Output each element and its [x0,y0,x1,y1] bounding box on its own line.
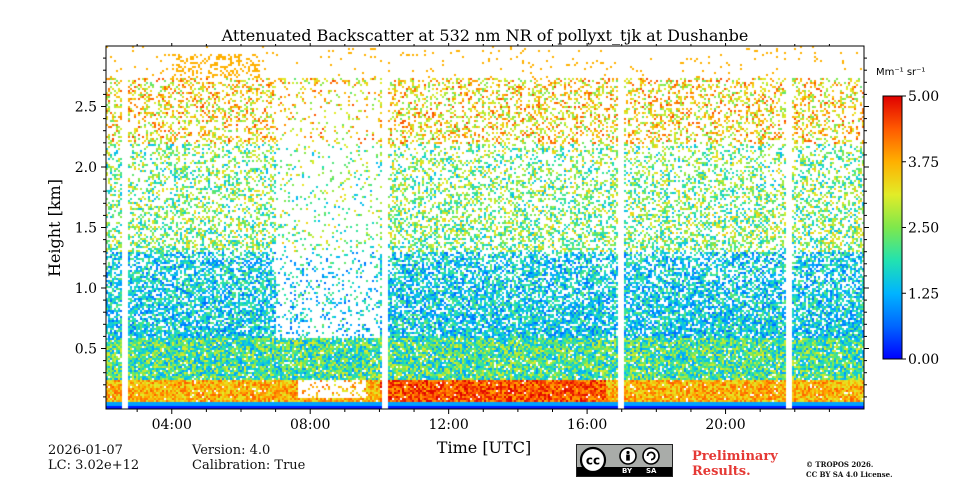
y-tick-label: 2.0 [75,160,97,176]
backscatter-heatmap [106,46,864,409]
colorbar-tick-label: 5.00 [908,89,939,105]
sa-share-icon [642,447,660,465]
y-axis-label: Height [km] [45,179,64,277]
preliminary-line1: Preliminary [692,449,778,464]
cc-logo-icon [579,446,607,474]
by-person-head [626,450,630,455]
cc-badge-strip [577,467,672,476]
y-tick-label: 1.5 [75,221,97,237]
colorbar-ticks: 0.00 1.25 2.50 3.75 5.00 [902,89,939,368]
copyright-notice: © TROPOS 2026. CC BY SA 4.0 License. [806,460,893,480]
footer-version: Version: 4.0 [192,443,271,458]
copyright-line1: © TROPOS 2026. [806,460,874,469]
footer-date: 2026-01-07 [48,443,123,458]
heatmap-texture [106,46,864,409]
colorbar-units: Mm⁻¹ sr⁻¹ [876,67,925,78]
x-axis: 04:00 08:00 12:00 16:00 20:00 [136,43,830,433]
chart-title: Attenuated Backscatter at 532 nm NR of p… [221,26,749,45]
x-axis-label: Time [UTC] [437,438,531,457]
cc-logo-glyph: cc [586,454,600,468]
y-tick-label: 2.5 [75,100,97,116]
y-tick-label: 0.5 [75,342,97,358]
cc-by-label: BY [622,467,633,475]
y-tick-label: 1.0 [75,281,97,297]
x-tick-label: 12:00 [428,417,468,433]
x-tick-label: 08:00 [290,417,330,433]
colorbar [882,95,903,360]
colorbar-tick-label: 2.50 [908,221,939,237]
cc-license-badge: cc BY SA [576,444,673,477]
cc-icons: cc [579,446,660,474]
preliminary-notice: Preliminary Results. [692,449,778,479]
x-tick-label: 04:00 [152,417,192,433]
footer-lc: LC: 3.02e+12 [48,458,140,473]
x-tick-label: 16:00 [567,417,607,433]
x-tick-label: 20:00 [705,417,745,433]
cc-sa-label: SA [646,467,657,475]
y-axis: 0.5 1.0 1.5 2.0 2.5 [75,57,869,398]
by-person-body [626,454,630,461]
colorbar-tick-label: 1.25 [908,286,939,302]
sa-arrow-glyph [646,451,656,461]
preliminary-line2: Results. [692,464,751,479]
footer-calibration: Calibration: True [192,458,306,473]
colorbar-tick-label: 0.00 [908,352,939,368]
copyright-line2: CC BY SA 4.0 License. [806,470,893,479]
colorbar-tick-label: 3.75 [908,155,939,171]
